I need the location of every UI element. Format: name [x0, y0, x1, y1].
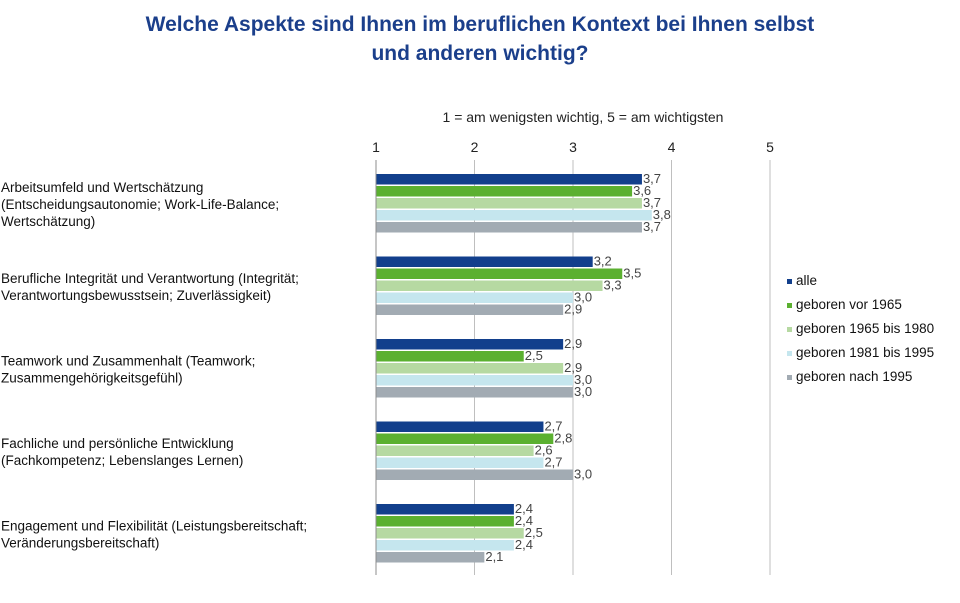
- bar: [376, 540, 514, 551]
- bar: [376, 351, 524, 362]
- data-label: 2,1: [485, 549, 503, 564]
- category-label: Engagement und Flexibilität (Leistungsbe…: [1, 519, 307, 534]
- legend-marker: [787, 303, 792, 308]
- data-label: 3,7: [643, 219, 661, 234]
- data-label: 3,0: [574, 384, 592, 399]
- data-label: 3,7: [643, 195, 661, 210]
- chart-title-line-1: Welche Aspekte sind Ihnen im beruflichen…: [145, 13, 815, 36]
- bar: [376, 387, 573, 398]
- legend-label: geboren nach 1995: [796, 369, 912, 384]
- legend-marker: [787, 327, 792, 332]
- bar: [376, 186, 633, 197]
- bar: [376, 268, 623, 279]
- category-label: Wertschätzung): [1, 214, 95, 229]
- data-label: 3,0: [574, 372, 592, 387]
- data-label: 3,7: [643, 171, 661, 186]
- bar: [376, 363, 564, 374]
- data-label: 2,4: [515, 513, 533, 528]
- x-tick-label: 2: [471, 139, 479, 155]
- data-label: 2,7: [544, 419, 562, 434]
- legend-label: geboren 1981 bis 1995: [796, 345, 934, 360]
- data-label: 2,9: [564, 336, 582, 351]
- legend-marker: [787, 351, 792, 356]
- x-tick-label: 1: [372, 139, 380, 155]
- category-label: Teamwork und Zusammenhalt (Teamwork;: [1, 354, 255, 369]
- legend-label: geboren 1965 bis 1980: [796, 321, 934, 336]
- bar: [376, 445, 534, 456]
- bar: [376, 280, 603, 291]
- bar: [376, 504, 514, 515]
- data-label: 2,4: [515, 537, 533, 552]
- data-label: 3,5: [623, 266, 641, 281]
- bar: [376, 433, 554, 444]
- bar: [376, 457, 544, 468]
- bar: [376, 469, 573, 480]
- data-label: 2,9: [564, 302, 582, 317]
- bar: [376, 421, 544, 432]
- data-label: 3,8: [653, 207, 671, 222]
- x-tick-label: 3: [569, 139, 577, 155]
- category-label: Veränderungsbereitschaft): [1, 536, 159, 551]
- bar: [376, 375, 573, 386]
- legend-marker: [787, 375, 792, 380]
- bar: [376, 210, 652, 221]
- data-label: 2,5: [525, 348, 543, 363]
- bar: [376, 174, 642, 185]
- bar: [376, 552, 485, 563]
- data-label: 3,2: [594, 254, 612, 269]
- category-label: Verantwortungsbewusstsein; Zuverlässigke…: [1, 288, 271, 303]
- bar: [376, 528, 524, 539]
- bar: [376, 304, 564, 315]
- category-label: Fachliche und persönliche Entwicklung: [1, 436, 234, 451]
- data-label: 3,3: [604, 278, 622, 293]
- category-label: Berufliche Integrität und Verantwortung …: [1, 271, 299, 286]
- legend-label: geboren vor 1965: [796, 297, 902, 312]
- chart-title-line-2: und anderen wichtig?: [371, 42, 589, 65]
- chart-title: Welche Aspekte sind Ihnen im beruflichen…: [80, 10, 880, 68]
- data-label: 3,0: [574, 290, 592, 305]
- x-tick-label: 5: [766, 139, 774, 155]
- data-label: 2,8: [554, 431, 572, 446]
- category-label: Zusammengehörigkeitsgefühl): [1, 371, 183, 386]
- legend-marker: [787, 279, 792, 284]
- data-label: 3,6: [633, 183, 651, 198]
- category-label: Arbeitsumfeld und Wertschätzung: [1, 180, 203, 195]
- bar: [376, 222, 642, 233]
- legend-label: alle: [796, 273, 817, 288]
- data-label: 2,9: [564, 360, 582, 375]
- x-tick-label: 4: [668, 139, 676, 155]
- bar: [376, 198, 642, 209]
- category-label: (Entscheidungsautonomie; Work-Life-Balan…: [1, 197, 279, 212]
- category-label: (Fachkompetenz; Lebenslanges Lernen): [1, 453, 243, 468]
- data-label: 2,7: [544, 455, 562, 470]
- data-label: 2,6: [535, 443, 553, 458]
- data-label: 2,5: [525, 525, 543, 540]
- bar: [376, 256, 593, 267]
- bar: [376, 339, 564, 350]
- data-label: 2,4: [515, 501, 533, 516]
- data-label: 3,0: [574, 467, 592, 482]
- bar: [376, 516, 514, 527]
- scale-note: 1 = am wenigsten wichtig, 5 = am wichtig…: [443, 109, 724, 125]
- bar: [376, 292, 573, 303]
